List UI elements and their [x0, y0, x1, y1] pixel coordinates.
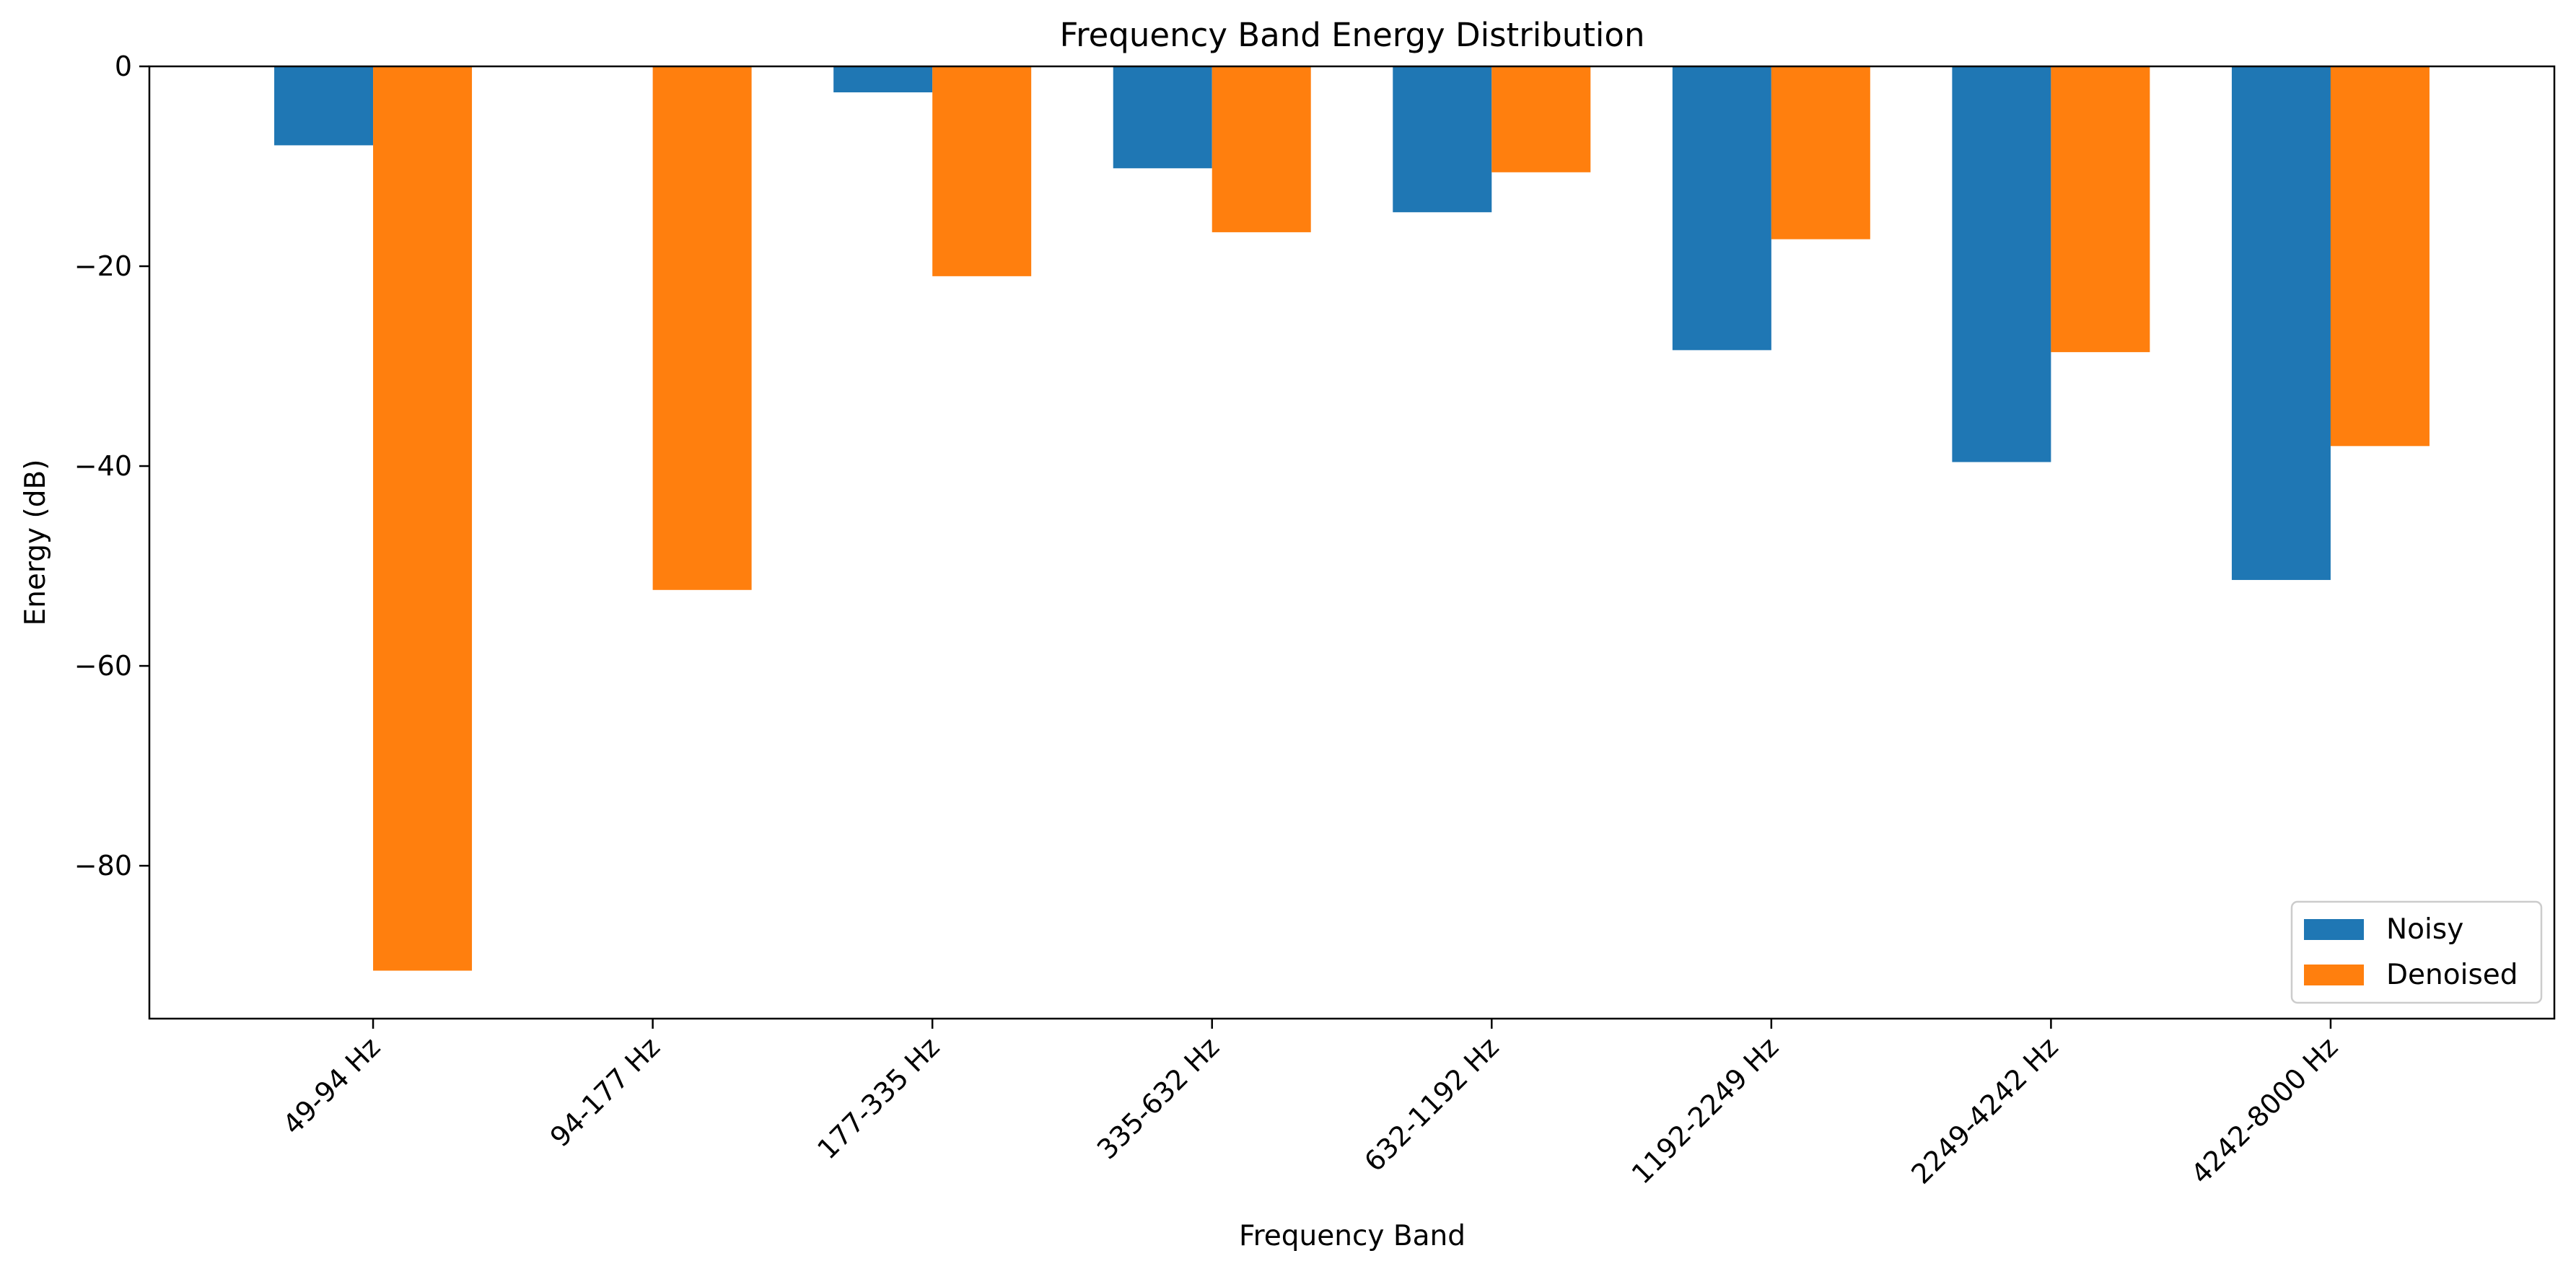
y-tick-label: 0 [115, 50, 132, 82]
y-axis-label: Energy (dB) [19, 460, 52, 626]
y-tick-label: −40 [74, 450, 132, 482]
legend-swatch-denoised [2304, 965, 2364, 985]
bar-noisy-335-632-hz [1113, 66, 1212, 169]
bars-group [274, 66, 2430, 971]
bar-noisy-4242-8000-hz [2231, 66, 2331, 580]
bar-noisy-177-335-hz [833, 66, 933, 93]
y-tick-label: −20 [74, 250, 132, 282]
bar-denoised-632-1192-hz [1491, 66, 1591, 172]
plot-frame [148, 65, 2556, 1020]
legend-label-noisy: Noisy [2386, 913, 2463, 946]
chart-title: Frequency Band Energy Distribution [1060, 16, 1645, 54]
bar-noisy-632-1192-hz [1393, 66, 1492, 213]
y-axis: 0 −20 −40 −60 −80 [74, 50, 149, 882]
x-axis-label: Frequency Band [1239, 1220, 1466, 1252]
bar-denoised-335-632-hz [1212, 66, 1311, 232]
bar-noisy-2249-4242-hz [1952, 66, 2051, 462]
bar-denoised-1192-2249-hz [1771, 66, 1870, 240]
bar-denoised-94-177-hz [652, 66, 752, 590]
legend-swatch-noisy [2304, 919, 2364, 940]
y-tick-label: −60 [74, 650, 132, 682]
legend-label-denoised: Denoised [2386, 959, 2518, 991]
bar-noisy-49-94-hz [274, 66, 374, 146]
bar-noisy-1192-2249-hz [1672, 66, 1771, 351]
bar-denoised-2249-4242-hz [2051, 66, 2150, 353]
bar-denoised-4242-8000-hz [2330, 66, 2430, 447]
y-tick-label: −80 [74, 850, 132, 882]
legend: Noisy Denoised [2290, 900, 2543, 1004]
bar-denoised-49-94-hz [373, 66, 473, 971]
bar-denoised-177-335-hz [932, 66, 1032, 276]
